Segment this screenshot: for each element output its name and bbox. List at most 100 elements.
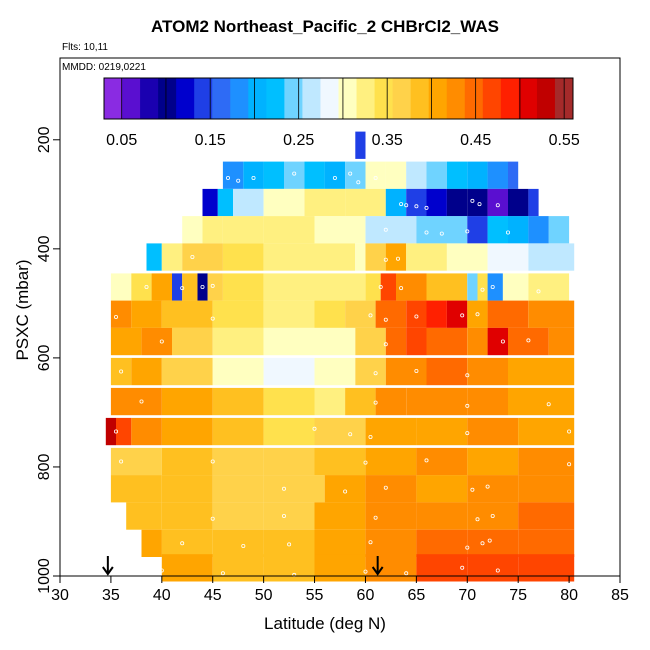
x-tick-label: 55 xyxy=(306,587,324,604)
colorbar-swatch xyxy=(194,78,213,119)
heatmap-cell xyxy=(131,357,162,386)
sample-point xyxy=(241,544,246,549)
sample-point xyxy=(210,283,215,288)
sample-point xyxy=(383,342,388,347)
colorbar-tick-label: 0.25 xyxy=(283,132,314,149)
heatmap-cell xyxy=(355,131,366,159)
heatmap-cell xyxy=(416,554,468,582)
sample-point xyxy=(424,458,429,463)
heatmap-cell xyxy=(314,502,366,530)
sample-point xyxy=(567,462,572,467)
heatmap-cell xyxy=(110,387,162,416)
heatmap-cell xyxy=(161,300,213,328)
heatmap-cell xyxy=(375,387,407,416)
heatmap-cell xyxy=(161,475,213,503)
heatmap-cell xyxy=(110,475,162,503)
sample-point xyxy=(180,541,185,546)
sample-point xyxy=(348,432,353,437)
heatmap-cell xyxy=(365,502,417,530)
heatmap-cell xyxy=(508,357,575,386)
sample-point xyxy=(414,368,419,373)
heatmap-cell xyxy=(263,161,284,189)
heatmap-cell xyxy=(375,300,407,328)
heatmap-cell xyxy=(528,300,575,328)
heatmap-cell xyxy=(406,387,468,416)
heatmap-cell xyxy=(396,273,427,301)
heatmap-cell xyxy=(508,387,575,416)
heatmap-cell xyxy=(365,216,417,244)
heatmap-cell xyxy=(365,529,417,557)
colorbar-swatch xyxy=(230,78,249,119)
latitude-arrows xyxy=(102,556,384,576)
heatmap-cell xyxy=(182,243,223,271)
colorbar-swatch xyxy=(356,78,375,119)
sample-point xyxy=(287,542,292,547)
heatmap-cell xyxy=(528,243,575,271)
sample-point xyxy=(465,403,470,408)
sample-point xyxy=(180,286,185,291)
y-axis: 200 400 600 800 1000 xyxy=(36,126,60,594)
sample-point xyxy=(292,171,297,176)
sample-point xyxy=(485,484,490,489)
x-tick-label: 70 xyxy=(458,587,476,604)
arrow-head xyxy=(371,566,384,576)
heatmap-cell xyxy=(467,188,488,217)
heatmap-cell xyxy=(131,417,162,446)
sample-point xyxy=(251,175,256,180)
heatmap-cell xyxy=(467,417,519,446)
x-tick-label: 30 xyxy=(51,587,69,604)
heatmap-cell xyxy=(197,273,208,301)
sample-point xyxy=(567,429,572,434)
sample-point xyxy=(495,568,500,573)
sample-point xyxy=(414,314,419,319)
heatmap-cell xyxy=(365,161,386,189)
heatmap-cell xyxy=(212,357,264,386)
sample-point xyxy=(487,538,492,543)
sample-point xyxy=(404,203,409,208)
heatmap-cell xyxy=(182,273,198,301)
sample-point xyxy=(475,517,480,522)
heatmap-cell xyxy=(518,417,575,446)
sample-point xyxy=(373,400,378,405)
sample-point xyxy=(404,571,409,576)
heatmap-cell xyxy=(416,216,468,244)
sample-point xyxy=(395,256,400,261)
sample-point xyxy=(114,314,119,319)
heatmap-cell xyxy=(508,161,519,189)
sample-point xyxy=(190,254,195,259)
heatmap-cell xyxy=(385,357,427,386)
sample-point xyxy=(383,485,388,490)
heatmap-cell xyxy=(528,273,570,301)
heatmap-cell xyxy=(487,243,529,271)
sample-point xyxy=(414,204,419,209)
heatmap-cell xyxy=(355,327,386,356)
colorbar-swatch xyxy=(500,78,520,119)
heatmap-cell xyxy=(406,327,427,356)
heatmap-cell xyxy=(487,300,529,328)
heatmap-cell xyxy=(222,216,264,244)
colorbar-swatch xyxy=(518,78,538,119)
heatmap-cell xyxy=(263,447,315,476)
heatmap-cell xyxy=(263,387,315,416)
y-tick-label: 200 xyxy=(36,126,53,153)
sample-point xyxy=(500,339,505,344)
sample-point xyxy=(348,171,353,176)
sample-point xyxy=(119,369,124,374)
heatmap-cell xyxy=(365,475,417,503)
heatmap-cell xyxy=(426,357,468,386)
heatmap-cell xyxy=(385,188,407,217)
x-tick-label: 65 xyxy=(407,587,425,604)
sample-point xyxy=(460,565,465,570)
colorbar-swatch xyxy=(158,78,177,119)
heatmap-cell xyxy=(212,554,264,582)
heatmap-cell xyxy=(212,417,264,446)
heatmap-cell xyxy=(365,273,381,301)
heatmap-cell xyxy=(416,502,468,530)
sample-point xyxy=(236,178,241,183)
heatmap-cell xyxy=(426,188,447,217)
heatmap-cell xyxy=(314,216,366,244)
colorbar-swatch xyxy=(374,78,394,119)
y-tick-label: 800 xyxy=(36,454,53,481)
heatmap-cell xyxy=(161,529,213,557)
